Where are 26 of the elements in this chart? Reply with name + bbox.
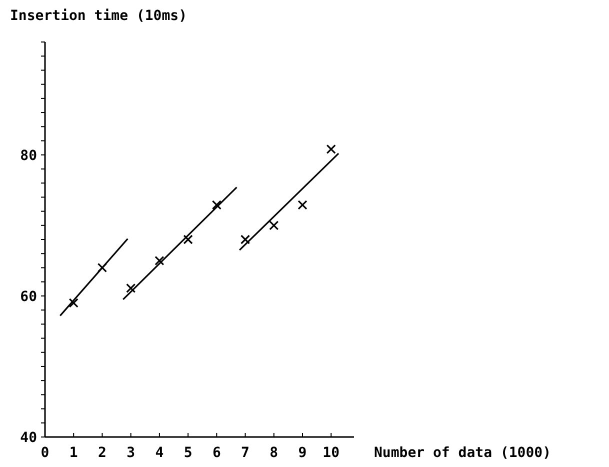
x-axis-title: Number of data (1000)	[374, 445, 552, 461]
point	[240, 234, 250, 244]
point	[183, 234, 193, 244]
y-axis-title: Insertion time (10ms)	[10, 8, 188, 24]
y-tick-label: 60	[20, 288, 37, 305]
x-tick-label: 4	[155, 445, 164, 461]
x-tick-label: 1	[69, 445, 78, 461]
point	[97, 262, 108, 273]
x-tick-label: 6	[212, 445, 221, 461]
x-tick-label: 8	[270, 445, 278, 461]
y-tick-label: 80	[20, 148, 37, 164]
point	[212, 200, 222, 210]
y-tick-label: 40	[20, 430, 37, 446]
point	[298, 200, 308, 210]
x-tick-label: 7	[241, 445, 250, 461]
x-tick-label: 0	[40, 445, 50, 461]
x-tick-label: 5	[184, 445, 192, 461]
point	[68, 298, 78, 308]
point	[269, 220, 279, 230]
point	[126, 283, 136, 293]
point	[326, 144, 336, 154]
x-tick-label: 10	[322, 445, 340, 461]
x-tick-label: 3	[126, 445, 136, 461]
point	[154, 256, 164, 266]
x-tick-label: 9	[298, 445, 307, 461]
x-tick-label: 2	[98, 445, 106, 461]
